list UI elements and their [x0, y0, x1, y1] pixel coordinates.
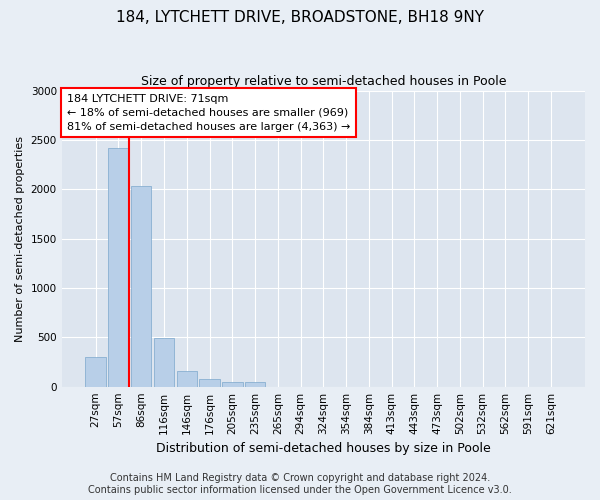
Y-axis label: Number of semi-detached properties: Number of semi-detached properties — [15, 136, 25, 342]
Bar — [154, 338, 174, 386]
X-axis label: Distribution of semi-detached houses by size in Poole: Distribution of semi-detached houses by … — [156, 442, 491, 455]
Title: Size of property relative to semi-detached houses in Poole: Size of property relative to semi-detach… — [140, 75, 506, 88]
Text: Contains HM Land Registry data © Crown copyright and database right 2024.
Contai: Contains HM Land Registry data © Crown c… — [88, 474, 512, 495]
Bar — [222, 382, 242, 386]
Bar — [131, 186, 151, 386]
Bar — [108, 148, 129, 386]
Text: 184, LYTCHETT DRIVE, BROADSTONE, BH18 9NY: 184, LYTCHETT DRIVE, BROADSTONE, BH18 9N… — [116, 10, 484, 25]
Bar — [85, 356, 106, 386]
Bar — [199, 380, 220, 386]
Text: 184 LYTCHETT DRIVE: 71sqm
← 18% of semi-detached houses are smaller (969)
81% of: 184 LYTCHETT DRIVE: 71sqm ← 18% of semi-… — [67, 94, 350, 132]
Bar — [176, 372, 197, 386]
Bar — [245, 382, 265, 386]
